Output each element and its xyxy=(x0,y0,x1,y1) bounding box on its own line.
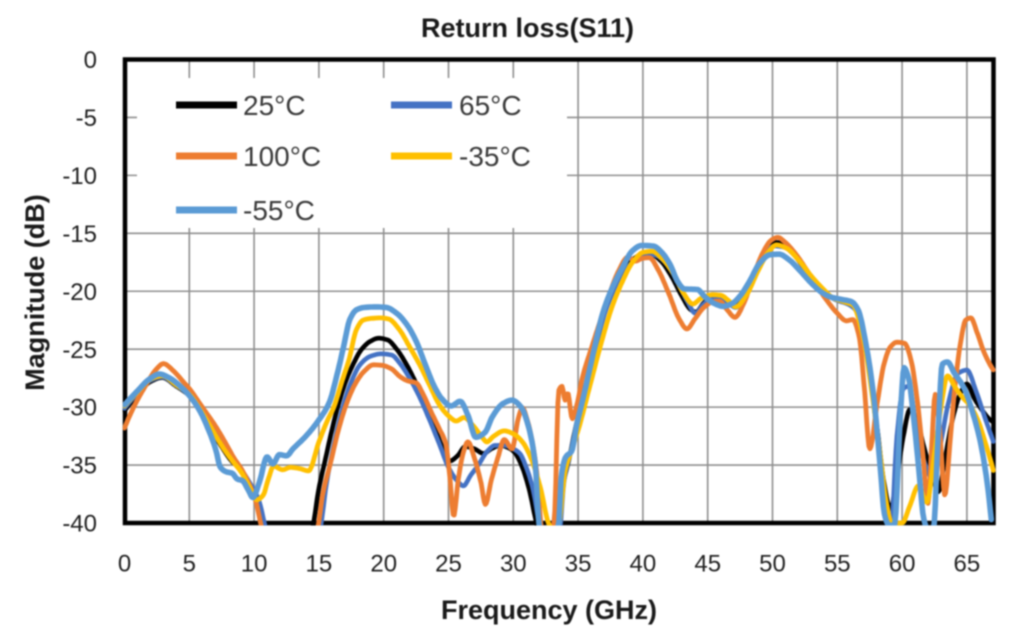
svg-text:-30: -30 xyxy=(62,395,97,422)
svg-text:-15: -15 xyxy=(62,221,97,248)
svg-text:-35°C: -35°C xyxy=(459,141,531,172)
svg-text:-5: -5 xyxy=(76,105,97,132)
svg-text:100°C: 100°C xyxy=(243,141,321,172)
svg-text:50: 50 xyxy=(759,551,786,578)
svg-text:-55°C: -55°C xyxy=(243,195,315,226)
svg-text:-35: -35 xyxy=(62,453,97,480)
svg-text:35: 35 xyxy=(565,551,592,578)
svg-text:40: 40 xyxy=(630,551,657,578)
svg-text:-10: -10 xyxy=(62,163,97,190)
svg-text:Return loss(S11): Return loss(S11) xyxy=(421,13,634,43)
svg-text:Magnitude (dB): Magnitude (dB) xyxy=(20,194,50,390)
svg-text:65°C: 65°C xyxy=(459,90,522,121)
svg-text:45: 45 xyxy=(694,551,721,578)
svg-text:0: 0 xyxy=(118,551,131,578)
svg-text:25°C: 25°C xyxy=(243,90,306,121)
svg-text:30: 30 xyxy=(500,551,527,578)
svg-text:0: 0 xyxy=(84,47,97,74)
svg-text:60: 60 xyxy=(889,551,916,578)
svg-text:25: 25 xyxy=(435,551,462,578)
svg-text:15: 15 xyxy=(306,551,333,578)
svg-text:10: 10 xyxy=(241,551,268,578)
svg-text:65: 65 xyxy=(954,551,981,578)
svg-text:5: 5 xyxy=(183,551,196,578)
svg-text:-20: -20 xyxy=(62,279,97,306)
svg-text:20: 20 xyxy=(370,551,397,578)
svg-text:-40: -40 xyxy=(62,511,97,538)
svg-text:Frequency (GHz): Frequency (GHz) xyxy=(441,595,657,625)
svg-text:55: 55 xyxy=(824,551,851,578)
svg-text:-25: -25 xyxy=(62,337,97,364)
